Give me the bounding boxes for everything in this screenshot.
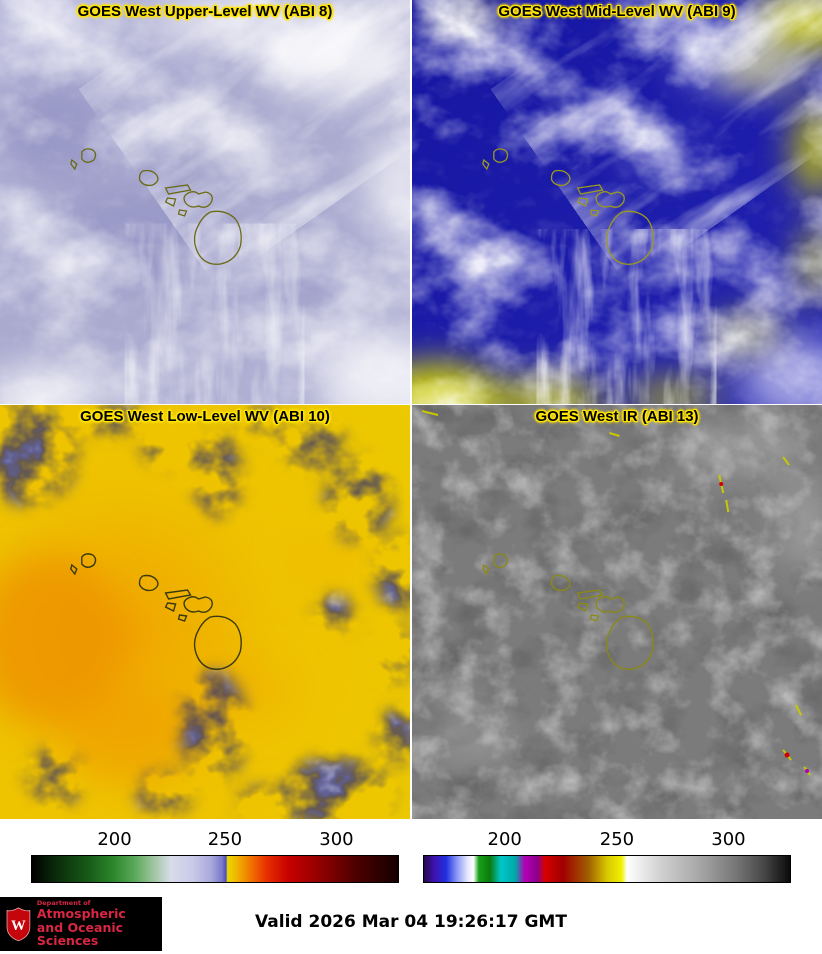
logo-dept-line: Department of xyxy=(36,898,91,907)
colorbar-ir-bar xyxy=(423,855,791,883)
ir-image xyxy=(412,405,822,819)
footer: W Department of Atmospheric and Oceanic … xyxy=(0,895,822,954)
low-level-wv-image xyxy=(0,405,410,819)
colorbar-tick-label: 250 xyxy=(207,829,243,850)
panel-title-upper-wv: GOES West Upper-Level WV (ABI 8) xyxy=(77,3,333,20)
valid-time-label: Valid 2026 Mar 04 19:26:17 GMT xyxy=(255,912,567,932)
cold-cloud-top-markers xyxy=(421,410,811,776)
panel-mid-level-wv: GOES West Mid-Level WV (ABI 9) xyxy=(412,0,822,404)
colorbar-tick-label: 250 xyxy=(599,829,635,850)
colorbar-tick-label: 200 xyxy=(487,829,522,850)
logo-text: Department of Atmospheric and Oceanic Sc… xyxy=(36,898,157,949)
colorbar-tick-label: 300 xyxy=(319,829,354,850)
colorbar-tick-label: 300 xyxy=(711,829,746,850)
panel-title-mid-wv: GOES West Mid-Level WV (ABI 9) xyxy=(498,3,736,20)
panel-title-low-wv: GOES West Low-Level WV (ABI 10) xyxy=(80,408,330,425)
colorbar-wv: 200 250 300 xyxy=(31,829,399,889)
panel-ir: GOES West IR (ABI 13) xyxy=(412,405,822,819)
panel-title-ir: GOES West IR (ABI 13) xyxy=(535,408,699,425)
uw-crest-icon: W xyxy=(6,907,31,942)
colorbar-ir-ticks: 200 250 300 xyxy=(423,829,791,853)
colorbar-wv-ticks: 200 250 300 xyxy=(31,829,399,853)
panel-upper-level-wv: GOES West Upper-Level WV (ABI 8) xyxy=(0,0,410,404)
upper-level-wv-image xyxy=(0,0,410,404)
satellite-quad-panel-grid: GOES West Upper-Level WV (ABI 8) xyxy=(0,0,822,819)
logo-line-1: Atmospheric xyxy=(36,905,126,921)
svg-text:W: W xyxy=(11,918,26,934)
logo-line-2: and Oceanic Sciences xyxy=(36,919,124,949)
panel-low-level-wv: GOES West Low-Level WV (ABI 10) xyxy=(0,405,410,819)
colorbar-ir: 200 250 300 xyxy=(423,829,791,889)
mid-level-wv-image xyxy=(412,0,822,404)
colorbar-wv-bar xyxy=(31,855,399,883)
aos-department-logo: W Department of Atmospheric and Oceanic … xyxy=(0,897,162,951)
colorbar-row: 200 250 300 200 250 300 xyxy=(0,819,822,895)
colorbar-tick-label: 200 xyxy=(97,829,132,850)
